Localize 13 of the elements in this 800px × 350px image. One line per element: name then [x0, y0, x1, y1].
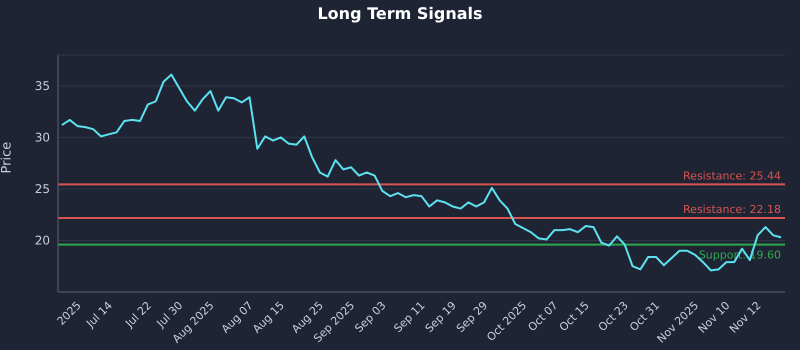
- ref-line-label: Resistance: 25.44: [683, 169, 781, 182]
- chart-title: Long Term Signals: [316, 4, 484, 23]
- x-tick-label: Sep 03: [352, 298, 389, 336]
- line-series: [60, 74, 782, 272]
- y-tick-label: 20: [34, 234, 50, 248]
- x-tick-label: Aug 15: [250, 298, 287, 336]
- y-tick-label: 25: [34, 182, 50, 196]
- y-axis-title: Price: [0, 142, 15, 174]
- x-tick-label: Jul 22: [122, 298, 154, 331]
- y-tick-label: 35: [34, 79, 50, 94]
- ref-line-label: Resistance: 22.18: [683, 203, 781, 216]
- x-tick-label: Jul 14: [83, 298, 115, 331]
- y-tick-label: 30: [34, 130, 50, 145]
